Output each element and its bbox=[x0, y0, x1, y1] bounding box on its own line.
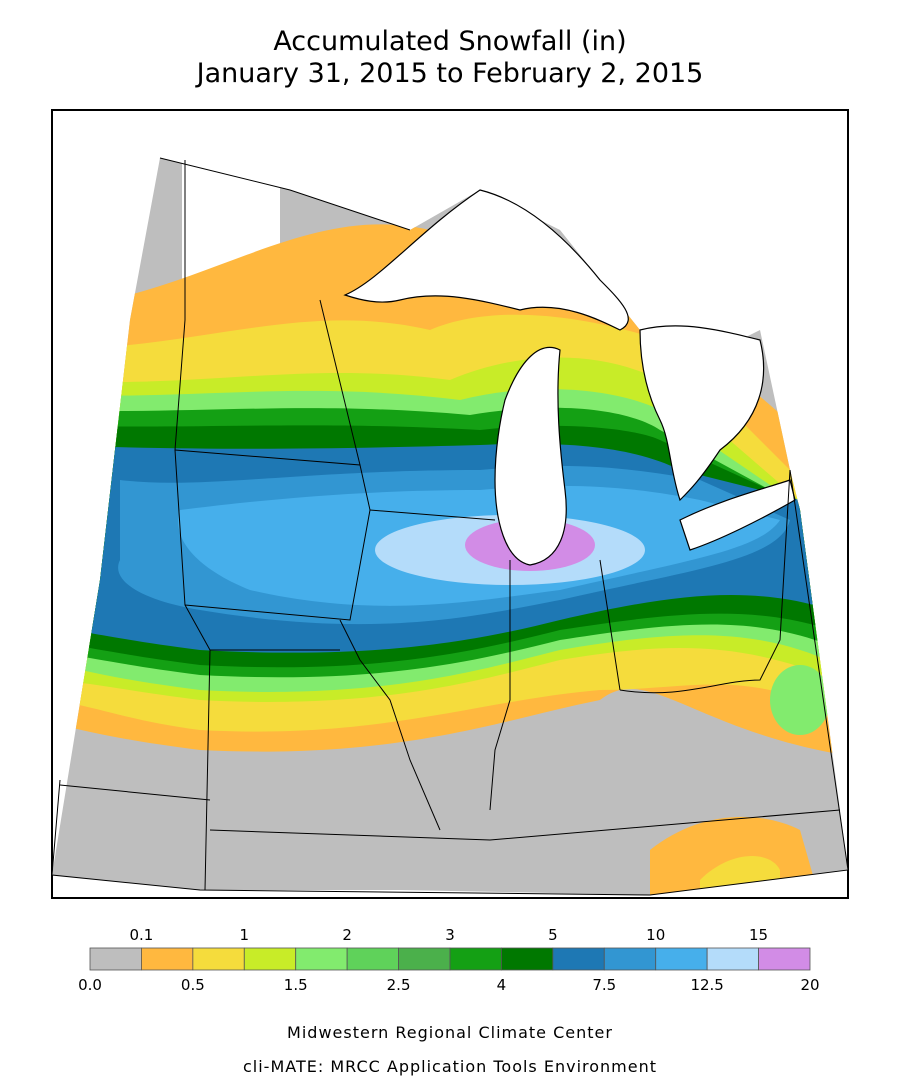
legend-swatch bbox=[706, 947, 759, 971]
legend: 0.1 1 2 3 5 10 15 0.0 0.5 1.5 2.5 4 7.5 12.5 20 bbox=[78, 926, 819, 994]
legend-upper-label: 5 bbox=[548, 926, 558, 944]
legend-swatch bbox=[192, 947, 245, 971]
legend-swatch bbox=[603, 947, 657, 971]
legend-lower-label: 0.5 bbox=[181, 976, 205, 994]
legend-upper-label: 1 bbox=[240, 926, 250, 944]
footer-organization: Midwestern Regional Climate Center bbox=[287, 1023, 613, 1042]
legend-upper-label: 10 bbox=[646, 926, 665, 944]
legend-swatch bbox=[141, 947, 194, 971]
footer-system: cli-MATE: MRCC Application Tools Environ… bbox=[243, 1057, 657, 1076]
legend-upper-label: 3 bbox=[445, 926, 455, 944]
legend-lower-label: 0.0 bbox=[78, 976, 102, 994]
legend-upper-label: 2 bbox=[342, 926, 352, 944]
subtitle: January 31, 2015 to February 2, 2015 bbox=[195, 58, 704, 89]
legend-lower-label: 20 bbox=[800, 976, 819, 994]
lakes bbox=[343, 189, 796, 566]
legend-lower-label: 4 bbox=[497, 976, 507, 994]
legend-lower-label: 12.5 bbox=[690, 976, 723, 994]
legend-lower-label: 1.5 bbox=[284, 976, 308, 994]
title: Accumulated Snowfall (in) bbox=[273, 26, 626, 57]
legend-lower-label: 2.5 bbox=[387, 976, 411, 994]
legend-swatch bbox=[655, 947, 708, 971]
legend-swatch bbox=[243, 947, 297, 971]
legend-swatch bbox=[758, 947, 811, 971]
legend-upper-label: 0.1 bbox=[129, 926, 153, 944]
legend-swatch bbox=[346, 947, 399, 971]
state-borders bbox=[51, 157, 849, 896]
legend-swatch bbox=[89, 947, 142, 971]
legend-swatch bbox=[398, 947, 451, 971]
legend-upper-label: 15 bbox=[749, 926, 768, 944]
legend-lower-label: 7.5 bbox=[592, 976, 616, 994]
legend-swatch bbox=[449, 947, 502, 971]
legend-swatch bbox=[552, 947, 605, 971]
legend-swatch bbox=[295, 947, 348, 971]
legend-swatch bbox=[501, 947, 554, 971]
